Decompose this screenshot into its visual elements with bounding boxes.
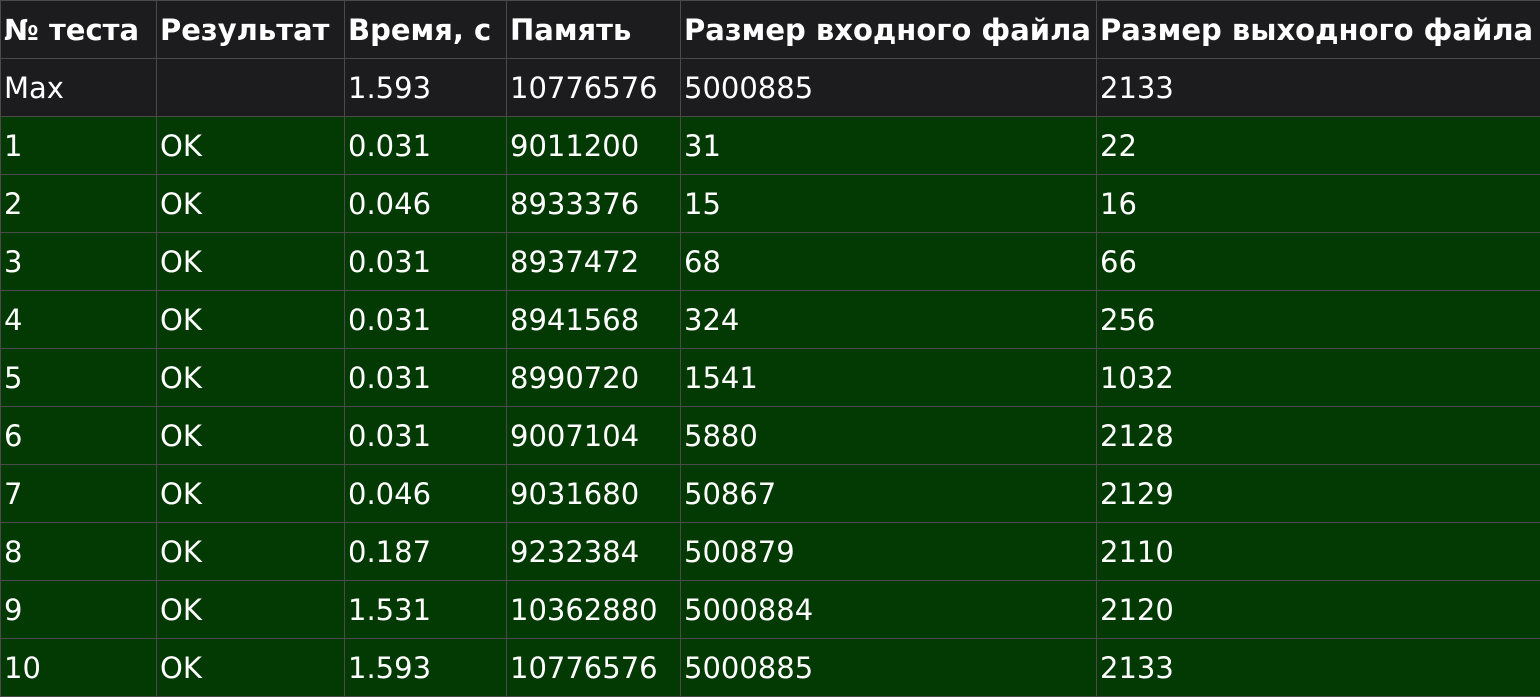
time-cell: 0.031 xyxy=(345,291,507,349)
memory-cell: 9011200 xyxy=(507,117,681,175)
table-header-row: № теста Результат Время, с Память Размер… xyxy=(1,1,1540,59)
output-size-cell: 66 xyxy=(1097,233,1540,291)
column-header-test-number: № теста xyxy=(1,1,157,59)
max-memory-cell: 10776576 xyxy=(507,59,681,117)
column-header-input-size: Размер входного файла xyxy=(681,1,1097,59)
time-cell: 1.593 xyxy=(345,639,507,697)
time-cell: 1.531 xyxy=(345,581,507,639)
time-cell: 0.187 xyxy=(345,523,507,581)
output-size-cell: 1032 xyxy=(1097,349,1540,407)
output-size-cell: 2120 xyxy=(1097,581,1540,639)
output-size-cell: 2129 xyxy=(1097,465,1540,523)
result-cell: OK xyxy=(157,523,345,581)
result-cell: OK xyxy=(157,291,345,349)
memory-cell: 10776576 xyxy=(507,639,681,697)
output-size-cell: 22 xyxy=(1097,117,1540,175)
max-label-cell: Max xyxy=(1,59,157,117)
test-number-cell: 10 xyxy=(1,639,157,697)
output-size-cell: 16 xyxy=(1097,175,1540,233)
memory-cell: 9232384 xyxy=(507,523,681,581)
column-header-result: Результат xyxy=(157,1,345,59)
input-size-cell: 5000885 xyxy=(681,639,1097,697)
time-cell: 0.031 xyxy=(345,407,507,465)
input-size-cell: 500879 xyxy=(681,523,1097,581)
max-row: Max 1.593 10776576 5000885 2133 xyxy=(1,59,1540,117)
time-cell: 0.046 xyxy=(345,465,507,523)
memory-cell: 9031680 xyxy=(507,465,681,523)
test-number-cell: 6 xyxy=(1,407,157,465)
output-size-cell: 2133 xyxy=(1097,639,1540,697)
memory-cell: 8933376 xyxy=(507,175,681,233)
test-number-cell: 4 xyxy=(1,291,157,349)
max-input-size-cell: 5000885 xyxy=(681,59,1097,117)
time-cell: 0.031 xyxy=(345,117,507,175)
max-result-cell xyxy=(157,59,345,117)
input-size-cell: 31 xyxy=(681,117,1097,175)
input-size-cell: 15 xyxy=(681,175,1097,233)
test-number-cell: 8 xyxy=(1,523,157,581)
test-number-cell: 9 xyxy=(1,581,157,639)
output-size-cell: 2110 xyxy=(1097,523,1540,581)
result-cell: OK xyxy=(157,349,345,407)
test-number-cell: 2 xyxy=(1,175,157,233)
column-header-time: Время, с xyxy=(345,1,507,59)
max-time-cell: 1.593 xyxy=(345,59,507,117)
test-number-cell: 5 xyxy=(1,349,157,407)
input-size-cell: 68 xyxy=(681,233,1097,291)
memory-cell: 8937472 xyxy=(507,233,681,291)
time-cell: 0.046 xyxy=(345,175,507,233)
input-size-cell: 5880 xyxy=(681,407,1097,465)
input-size-cell: 1541 xyxy=(681,349,1097,407)
time-cell: 0.031 xyxy=(345,233,507,291)
output-size-cell: 256 xyxy=(1097,291,1540,349)
test-number-cell: 7 xyxy=(1,465,157,523)
result-cell: OK xyxy=(157,639,345,697)
memory-cell: 8990720 xyxy=(507,349,681,407)
memory-cell: 8941568 xyxy=(507,291,681,349)
result-cell: OK xyxy=(157,175,345,233)
column-header-memory: Память xyxy=(507,1,681,59)
result-cell: OK xyxy=(157,581,345,639)
time-cell: 0.031 xyxy=(345,349,507,407)
memory-cell: 9007104 xyxy=(507,407,681,465)
test-number-cell: 1 xyxy=(1,117,157,175)
result-cell: OK xyxy=(157,117,345,175)
result-cell: OK xyxy=(157,233,345,291)
input-size-cell: 50867 xyxy=(681,465,1097,523)
column-header-output-size: Размер выходного файла xyxy=(1097,1,1540,59)
memory-cell: 10362880 xyxy=(507,581,681,639)
result-cell: OK xyxy=(157,407,345,465)
max-output-size-cell: 2133 xyxy=(1097,59,1540,117)
result-cell: OK xyxy=(157,465,345,523)
input-size-cell: 324 xyxy=(681,291,1097,349)
test-number-cell: 3 xyxy=(1,233,157,291)
output-size-cell: 2128 xyxy=(1097,407,1540,465)
input-size-cell: 5000884 xyxy=(681,581,1097,639)
